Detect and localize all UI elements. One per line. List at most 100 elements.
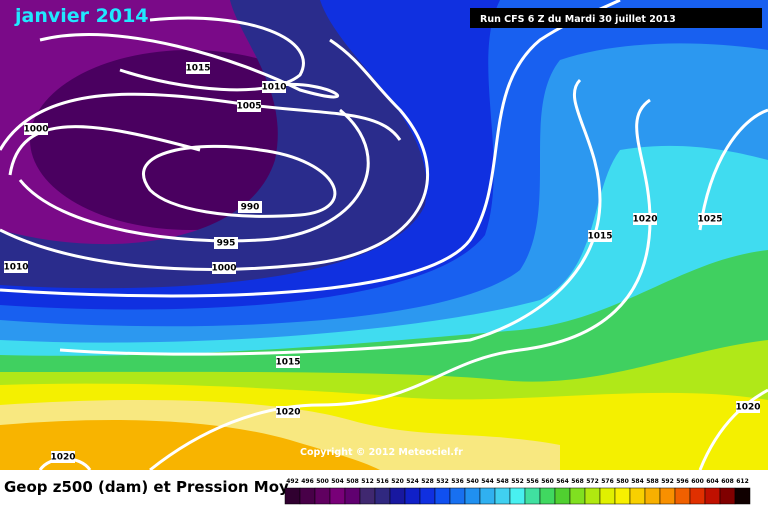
scale-swatch: [299, 487, 316, 505]
isobar-label: 1000: [211, 264, 236, 274]
isobar-label: 1020: [632, 215, 657, 225]
scale-label: 612: [736, 478, 749, 485]
scale-label: 580: [616, 478, 629, 485]
scale-label: 516: [376, 478, 389, 485]
scale-label: 540: [466, 478, 479, 485]
scale-swatch: [434, 487, 451, 505]
isobar-label: 1005: [236, 102, 261, 112]
isobar-label: 1020: [275, 408, 300, 418]
scale-label: 536: [451, 478, 464, 485]
scale-label: 496: [301, 478, 314, 485]
scale-swatch: [494, 487, 511, 505]
scale-label: 568: [571, 478, 584, 485]
scale-label: 524: [406, 478, 419, 485]
isobar-label-bg: [214, 237, 238, 249]
scale-label: 532: [436, 478, 449, 485]
scale-swatch: [629, 487, 646, 505]
scale-swatch: [464, 487, 481, 505]
scale-label: 548: [496, 478, 509, 485]
isobar-label-bg: [633, 213, 657, 225]
scale-label: 572: [586, 478, 599, 485]
isobars: [0, 0, 768, 356]
color-scale: 492 496 500 504 508 512 516 520 524 528 532 536 540 5…: [284, 478, 751, 505]
background-bands: [0, 0, 768, 471]
scale-swatch: [359, 487, 376, 505]
scale-label: 584: [631, 478, 644, 485]
scale-swatch: [479, 487, 496, 505]
isobar-label-bg: [736, 401, 760, 413]
isobar-label-bg: [51, 451, 75, 463]
isobar-label: 1010: [3, 263, 28, 273]
scale-label: 608: [721, 478, 734, 485]
isobar-label: 1025: [697, 215, 722, 225]
isobar-label-bg: [186, 62, 210, 74]
map-title: janvier 2014: [14, 5, 149, 27]
isobar-label-bg: [4, 261, 28, 273]
isobar-label: 1015: [587, 232, 612, 242]
scale-label: 604: [706, 478, 719, 485]
isobar-label-bg: [588, 230, 612, 242]
isobar-label-bg: [276, 406, 300, 418]
scale-label: 576: [601, 478, 614, 485]
isobar-label: 995: [217, 239, 236, 249]
caption: Geop z500 (dam) et Pression Moy: [4, 478, 289, 496]
isobar-label: 1020: [50, 453, 75, 463]
scale-label: 520: [391, 478, 404, 485]
scale-swatch: [689, 487, 706, 505]
isobar-label-bg: [262, 81, 286, 93]
scale-label: 560: [541, 478, 554, 485]
scale-label: 504: [331, 478, 344, 485]
isobar-label: 1000: [23, 125, 48, 135]
scale-label: 544: [481, 478, 494, 485]
scale-swatch: [674, 487, 691, 505]
isobar-label: 1015: [185, 64, 210, 74]
scale-label: 592: [661, 478, 674, 485]
scale-swatch: [539, 487, 556, 505]
scale-label: 556: [526, 478, 539, 485]
isobar-label-bg: [24, 123, 48, 135]
scale-swatch: [329, 487, 346, 505]
scale-swatch: [569, 487, 586, 505]
copyright: Copyright © 2012 Meteociel.fr: [300, 447, 463, 458]
scale-swatch: [404, 487, 421, 505]
isobar-label-bg: [238, 201, 262, 213]
scale-label: 600: [691, 478, 704, 485]
scale-swatch: [344, 487, 361, 505]
scale-swatch: [419, 487, 436, 505]
isobar-label-bg: [276, 356, 300, 368]
scale-swatch: [584, 487, 601, 505]
scale-swatch: [389, 487, 406, 505]
run-box: [470, 8, 762, 28]
scale-label: 528: [421, 478, 434, 485]
isobar-label: 1015: [275, 358, 300, 368]
scale-swatch: [554, 487, 571, 505]
scale-swatch: [599, 487, 616, 505]
scale-label: 552: [511, 478, 524, 485]
scale-swatch: [449, 487, 466, 505]
scale-swatch: [734, 487, 751, 505]
scale-swatch: [659, 487, 676, 505]
isobar-label: 990: [241, 203, 260, 213]
isobar-label: 1020: [735, 403, 760, 413]
isobar-labels: 1015101010051000990995100010101015102010…: [3, 62, 761, 463]
scale-swatch: [704, 487, 721, 505]
isobar-label-bg: [237, 100, 261, 112]
scale-label: 564: [556, 478, 569, 485]
scale-swatch: [509, 487, 526, 505]
scale-swatch: [614, 487, 631, 505]
run-label: Run CFS 6 Z du Mardi 30 juillet 2013: [480, 14, 676, 25]
scale-swatch: [524, 487, 541, 505]
scale-swatch: [719, 487, 736, 505]
scale-label: 500: [316, 478, 329, 485]
scale-swatch: [314, 487, 331, 505]
scale-label: 588: [646, 478, 659, 485]
scale-label: 512: [361, 478, 374, 485]
scale-label: 492: [286, 478, 299, 485]
isobar-label-bg: [212, 262, 236, 274]
scale-swatch: [374, 487, 391, 505]
scale-label: 508: [346, 478, 359, 485]
isobar-label: 1010: [261, 83, 286, 93]
isobar-label-bg: [698, 213, 722, 225]
scale-swatch: [284, 487, 301, 505]
